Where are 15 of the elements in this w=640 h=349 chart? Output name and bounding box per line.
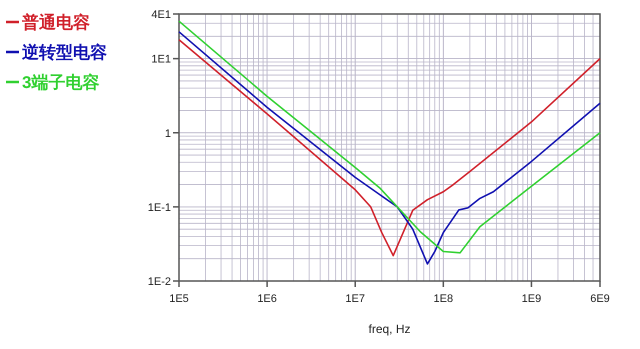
legend-label: 3端子电容	[22, 73, 100, 92]
x-tick-label: 6E9	[590, 293, 610, 305]
y-tick-label: 1E-1	[148, 202, 171, 214]
y-tick-label: 1E-2	[148, 276, 171, 288]
legend-label: 普通电容	[21, 12, 90, 32]
x-tick-label: 1E5	[169, 293, 189, 305]
x-tick-label: 1E8	[434, 293, 454, 305]
x-tick-label: 1E7	[345, 293, 366, 305]
legend-label: 逆转型电容	[21, 43, 107, 62]
y-tick-label: 1E1	[151, 54, 171, 66]
y-tick-label: 1	[164, 128, 171, 140]
y-tick-label: 4E1	[151, 9, 171, 21]
x-tick-label: 1E9	[522, 293, 542, 305]
x-tick-label: 1E6	[257, 293, 277, 305]
x-axis-title: freq, Hz	[368, 322, 411, 336]
